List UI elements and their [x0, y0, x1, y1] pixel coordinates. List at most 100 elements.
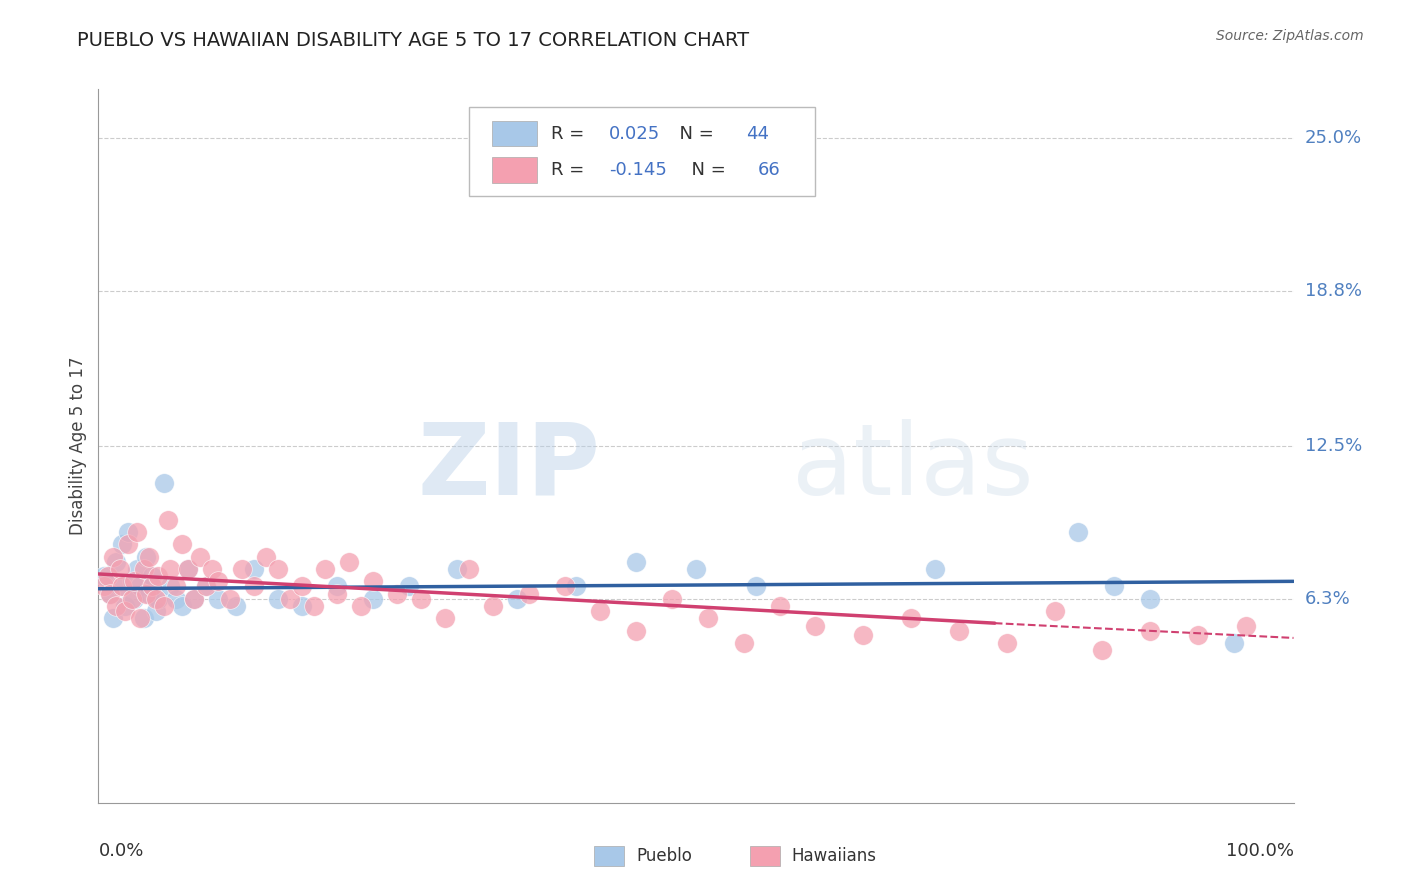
- Text: ZIP: ZIP: [418, 419, 600, 516]
- Point: [117, 537, 139, 551]
- Point: [165, 579, 187, 593]
- Point: [172, 537, 194, 551]
- Point: [177, 562, 200, 576]
- Point: [326, 579, 349, 593]
- Point: [302, 599, 325, 613]
- Point: [183, 591, 205, 606]
- Point: [135, 587, 157, 601]
- Point: [93, 569, 115, 583]
- Point: [188, 549, 211, 564]
- Point: [207, 591, 229, 606]
- Point: [219, 591, 242, 606]
- Point: [165, 591, 187, 606]
- Point: [385, 587, 409, 601]
- Point: [804, 618, 827, 632]
- Point: [97, 569, 120, 583]
- Point: [135, 549, 157, 564]
- Text: N =: N =: [668, 125, 720, 143]
- Point: [108, 579, 131, 593]
- Point: [98, 587, 122, 601]
- Point: [1139, 591, 1161, 606]
- FancyBboxPatch shape: [470, 107, 815, 196]
- Point: [125, 525, 148, 540]
- Point: [1234, 618, 1257, 632]
- Text: Pueblo: Pueblo: [637, 847, 692, 865]
- Point: [685, 562, 707, 576]
- Point: [124, 574, 146, 589]
- Point: [98, 587, 122, 601]
- Point: [111, 579, 134, 593]
- Point: [554, 579, 576, 593]
- Point: [1187, 628, 1209, 642]
- Point: [697, 611, 720, 625]
- Point: [326, 587, 349, 601]
- Text: R =: R =: [551, 161, 591, 178]
- Point: [363, 591, 385, 606]
- Point: [141, 569, 163, 583]
- Text: 0.025: 0.025: [609, 125, 659, 143]
- Text: 18.8%: 18.8%: [1305, 282, 1361, 300]
- Point: [446, 562, 468, 576]
- Point: [148, 569, 170, 583]
- Point: [225, 599, 247, 613]
- Text: atlas: atlas: [792, 419, 1033, 516]
- Point: [267, 591, 290, 606]
- Point: [506, 591, 529, 606]
- Point: [148, 591, 170, 606]
- Text: 6.3%: 6.3%: [1305, 590, 1350, 607]
- Point: [108, 562, 131, 576]
- Point: [733, 636, 755, 650]
- Point: [315, 562, 337, 576]
- Point: [768, 599, 790, 613]
- Point: [291, 579, 314, 593]
- Point: [291, 599, 314, 613]
- Point: [159, 579, 181, 593]
- Point: [101, 549, 124, 564]
- Point: [434, 611, 457, 625]
- Point: [589, 604, 612, 618]
- Point: [172, 599, 194, 613]
- Text: R =: R =: [551, 125, 591, 143]
- Point: [254, 549, 277, 564]
- Text: Hawaiians: Hawaiians: [792, 847, 876, 865]
- Text: 100.0%: 100.0%: [1226, 842, 1294, 860]
- Bar: [492, 120, 537, 146]
- Point: [121, 591, 143, 606]
- Point: [183, 591, 205, 606]
- Text: N =: N =: [681, 161, 733, 178]
- Text: Source: ZipAtlas.com: Source: ZipAtlas.com: [1216, 29, 1364, 43]
- Point: [156, 513, 179, 527]
- Point: [201, 562, 224, 576]
- Point: [105, 555, 128, 569]
- Point: [243, 562, 266, 576]
- Text: 0.0%: 0.0%: [98, 842, 143, 860]
- Point: [117, 525, 139, 540]
- Point: [626, 555, 648, 569]
- Point: [145, 591, 167, 606]
- Text: 12.5%: 12.5%: [1305, 437, 1362, 455]
- Point: [132, 562, 155, 576]
- Point: [565, 579, 588, 593]
- Point: [207, 574, 229, 589]
- Point: [339, 555, 361, 569]
- Point: [1043, 604, 1066, 618]
- Point: [231, 562, 253, 576]
- Point: [121, 574, 143, 589]
- Point: [363, 574, 385, 589]
- Point: [138, 587, 160, 601]
- Bar: [595, 847, 624, 866]
- Point: [924, 562, 946, 576]
- Point: [458, 562, 481, 576]
- Point: [138, 549, 160, 564]
- Point: [1223, 636, 1246, 650]
- Point: [111, 537, 134, 551]
- Point: [153, 599, 176, 613]
- Point: [124, 591, 146, 606]
- Point: [517, 587, 540, 601]
- Point: [141, 579, 163, 593]
- Point: [745, 579, 768, 593]
- Point: [93, 579, 115, 593]
- Bar: [492, 157, 537, 183]
- Bar: [749, 847, 780, 866]
- Point: [105, 599, 128, 613]
